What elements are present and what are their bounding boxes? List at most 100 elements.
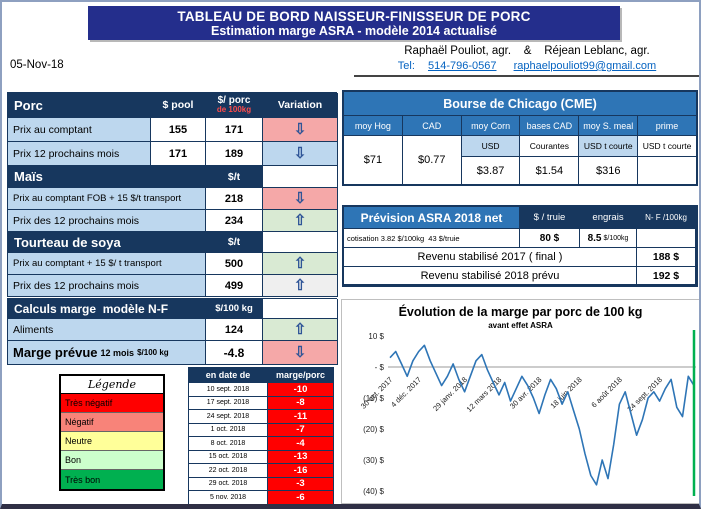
marge-history-table: en date de marge/porc 10 sept. 2018 -10 … — [188, 367, 334, 504]
x-tick-label: 30 oct. 2017 — [359, 375, 395, 411]
mais-price-value: 234 — [206, 210, 263, 232]
history-col-date: en date de — [189, 368, 268, 383]
cme-col-value: $316 — [595, 164, 621, 177]
asra-col-truie: $ / truie — [520, 207, 580, 229]
tourteau-table-title: Tourteau de soya — [8, 232, 206, 253]
history-value: -6 — [268, 491, 334, 504]
marge-prevue-label: Marge prévue 12 mois $/100 kg — [8, 341, 206, 365]
banner-title: TABLEAU DE BORD NAISSEUR-FINISSEUR DE PO… — [177, 8, 531, 24]
asra-revenu-value: 192 $ — [637, 267, 696, 285]
calculs-unit-header: $/100 kg — [206, 299, 263, 319]
history-value: -11 — [268, 410, 334, 424]
y-tick-label: 10 $ — [368, 332, 384, 341]
history-date: 15 oct. 2018 — [189, 450, 268, 464]
cme-col-header: moy Hog — [344, 116, 402, 136]
legend-item: Bon — [61, 451, 163, 470]
history-date: 5 nov. 2018 — [189, 491, 268, 504]
marge-prevue-label-suffix: 12 mois — [100, 347, 135, 358]
margin-evolution-chart: Évolution de la marge par porc de 100 kg… — [341, 299, 699, 504]
mais-unit-header: $/t — [206, 166, 263, 188]
porc-price-value: 189 — [206, 142, 263, 166]
legend-item: Très bon — [61, 470, 163, 489]
cme-col-subheader: USD t courte — [579, 136, 638, 157]
x-tick-label: 4 déc. 2017 — [389, 375, 423, 409]
asra-revenu-value: 188 $ — [637, 248, 696, 267]
history-date: 17 sept. 2018 — [189, 396, 268, 410]
history-value: -7 — [268, 423, 334, 437]
history-date: 1 oct. 2018 — [189, 423, 268, 437]
phone-number[interactable]: 514-796-0567 — [427, 60, 497, 72]
x-tick-label: 29 janv. 2018 — [431, 375, 469, 413]
porc-pool-value: 171 — [151, 142, 206, 166]
cme-col-prime: prime USD t courte — [638, 116, 696, 184]
cme-col-header: moy S. meal — [579, 116, 638, 136]
history-date: 29 oct. 2018 — [189, 477, 268, 491]
x-tick-label: 18 juin 2018 — [548, 375, 583, 410]
chart-title: Évolution de la marge par porc de 100 kg — [398, 305, 643, 319]
cme-col-value: $3.87 — [476, 164, 505, 177]
cme-col-subheader: USD — [461, 136, 520, 157]
y-tick-label: (20) $ — [363, 425, 384, 434]
tel-label: Tel: — [397, 60, 415, 72]
cme-col-value: $1.54 — [535, 164, 564, 177]
cme-col-header: bases CAD — [520, 116, 579, 136]
porc-col-unit: $/ porc de 100kg — [206, 93, 263, 118]
porc-col-unit-bottom: de 100kg — [216, 105, 252, 115]
asra-engrais-value: 8.5 $/100kg — [580, 229, 637, 248]
y-tick-label: - $ — [375, 363, 385, 372]
cme-col-value: $71 — [363, 154, 383, 166]
porc-price-value: 171 — [206, 118, 263, 142]
porc-row-label: Prix 12 prochains mois — [8, 142, 151, 166]
tourteau-price-value: 500 — [206, 253, 263, 275]
legend-item: Neutre — [61, 432, 163, 451]
tourteau-header-spacer — [263, 232, 338, 253]
variation-down-arrow-icon: ⇩ — [263, 188, 338, 210]
mais-table: Maïs $/t Prix au comptant FOB + 15 $/t t… — [7, 165, 338, 232]
report-date: 05-Nov-18 — [10, 59, 64, 71]
legend-item: Négatif — [61, 413, 163, 432]
x-tick-label: 30 avr. 2018 — [508, 375, 544, 411]
tourteau-row-label: Prix des 12 prochains mois — [8, 275, 206, 297]
mais-table-title: Maïs — [8, 166, 206, 188]
y-tick-label: (40) $ — [363, 487, 384, 496]
asra-engrais-number: 8.5 — [587, 232, 602, 244]
cme-col-subheader: Courantes — [520, 136, 579, 157]
porc-col-unit-top: $/ porc — [217, 94, 251, 106]
porc-pool-value: 155 — [151, 118, 206, 142]
asra-nf-empty — [637, 229, 696, 248]
tourteau-price-value: 499 — [206, 275, 263, 297]
cme-col-value — [638, 157, 696, 184]
history-value: -16 — [268, 464, 334, 478]
cme-col-moy-hog: moy Hog $71 — [344, 116, 403, 184]
cme-columns: moy Hog $71 CAD $0.77 moy Corn USD $3.87… — [344, 116, 696, 184]
cme-col-bases-cad: bases CAD Courantes $1.54 — [520, 116, 580, 184]
cme-col-header: moy Corn — [461, 116, 520, 136]
cme-table-title: Bourse de Chicago (CME) — [344, 92, 696, 116]
email-link[interactable]: raphaelpouliot99@gmail.com — [513, 60, 657, 72]
chart-plot-area: 10 $ - $ (10) $ (20) $ (30) $ (40) $ 30 oct. 2… — [359, 330, 696, 496]
asra-truie-value: 80 $ — [520, 229, 580, 248]
aliments-row-label: Aliments — [8, 319, 206, 341]
marge-prevue-label-unit: $/100 kg — [137, 348, 169, 357]
asra-revenu-label: Revenu stabilisé 2017 ( final ) — [344, 248, 637, 267]
mais-price-value: 218 — [206, 188, 263, 210]
history-date: 8 oct. 2018 — [189, 437, 268, 451]
history-value: -3 — [268, 477, 334, 491]
cme-col-moy-corn: moy Corn USD $3.87 — [461, 116, 521, 184]
porc-row-label: Prix au comptant — [8, 118, 151, 142]
variation-up-arrow-icon: ⇧ — [263, 253, 338, 275]
variation-down-arrow-icon: ⇩ — [263, 142, 338, 166]
cme-col-subheader: USD t courte — [638, 136, 696, 157]
dashboard-banner: TABLEAU DE BORD NAISSEUR-FINISSEUR DE PO… — [88, 6, 620, 40]
legend-box: Légende Très négatif Négatif Neutre Bon … — [59, 374, 165, 491]
y-tick-label: (30) $ — [363, 456, 384, 465]
history-value: -8 — [268, 396, 334, 410]
calculs-header-spacer — [263, 299, 338, 319]
legend-title: Légende — [61, 376, 163, 394]
variation-down-arrow-icon: ⇩ — [263, 341, 338, 365]
mais-header-spacer — [263, 166, 338, 188]
cme-col-header: prime — [638, 116, 696, 136]
history-date: 22 oct. 2018 — [189, 464, 268, 478]
asra-col-nf: N- F /100kg — [637, 207, 696, 229]
